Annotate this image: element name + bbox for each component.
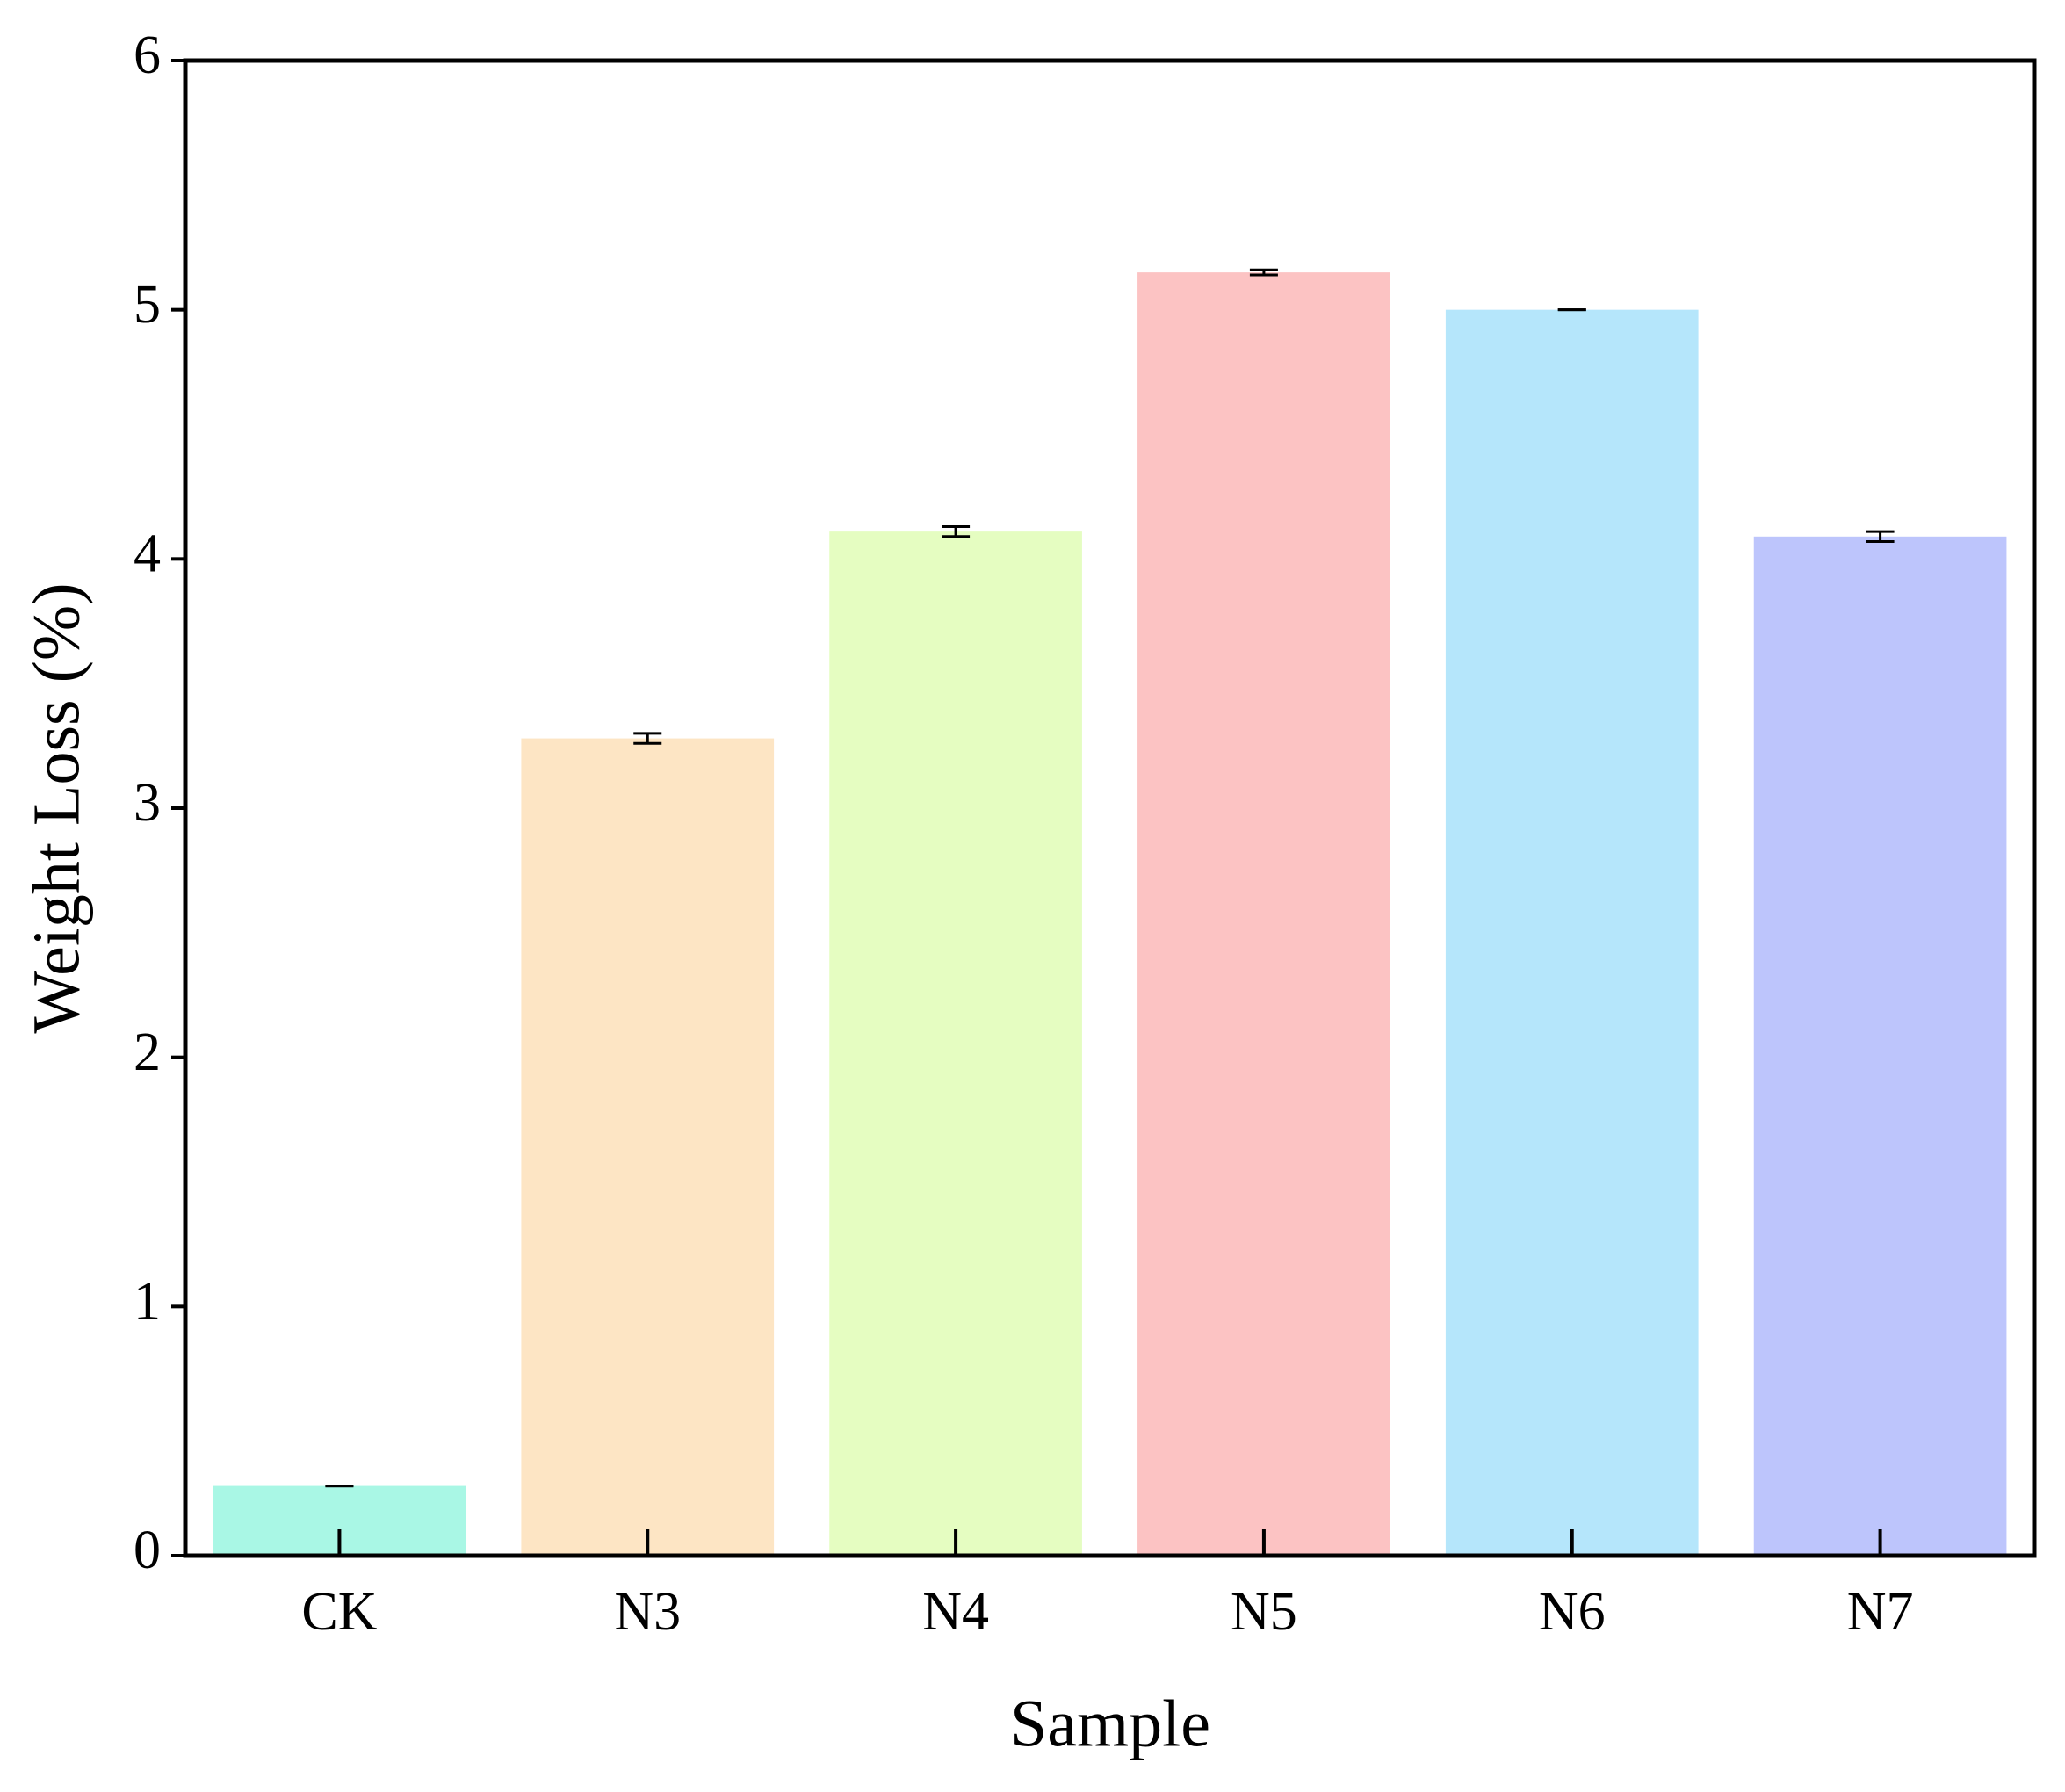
y-axis-title: Weight Loss (%) — [19, 582, 93, 1033]
plot-frame — [183, 58, 2037, 1558]
error-bar — [1866, 530, 1895, 543]
y-tick-label: 3 — [134, 773, 161, 833]
x-tick-label: N4 — [922, 1582, 989, 1642]
x-tick-label: CK — [301, 1582, 377, 1642]
error-bar — [942, 524, 971, 538]
y-tick-label: 6 — [134, 25, 161, 85]
error-bar — [633, 732, 662, 745]
y-tick-label: 2 — [134, 1022, 161, 1082]
y-tick-label: 5 — [134, 275, 161, 335]
y-tick-label: 0 — [134, 1521, 161, 1580]
x-tick-label: N3 — [614, 1582, 681, 1642]
x-tick-label: N6 — [1539, 1582, 1606, 1642]
x-tick-label: N7 — [1847, 1582, 1914, 1642]
bar — [829, 531, 1082, 1556]
bar — [521, 738, 775, 1556]
bar — [1445, 309, 1699, 1557]
y-tick-label: 1 — [134, 1272, 161, 1332]
y-tick-label: 4 — [134, 524, 161, 584]
x-axis-title: Sample — [1010, 1687, 1210, 1760]
error-bar — [1249, 268, 1278, 277]
bar — [1753, 536, 2007, 1556]
bar — [1137, 272, 1390, 1556]
x-tick-label: N5 — [1231, 1582, 1297, 1642]
